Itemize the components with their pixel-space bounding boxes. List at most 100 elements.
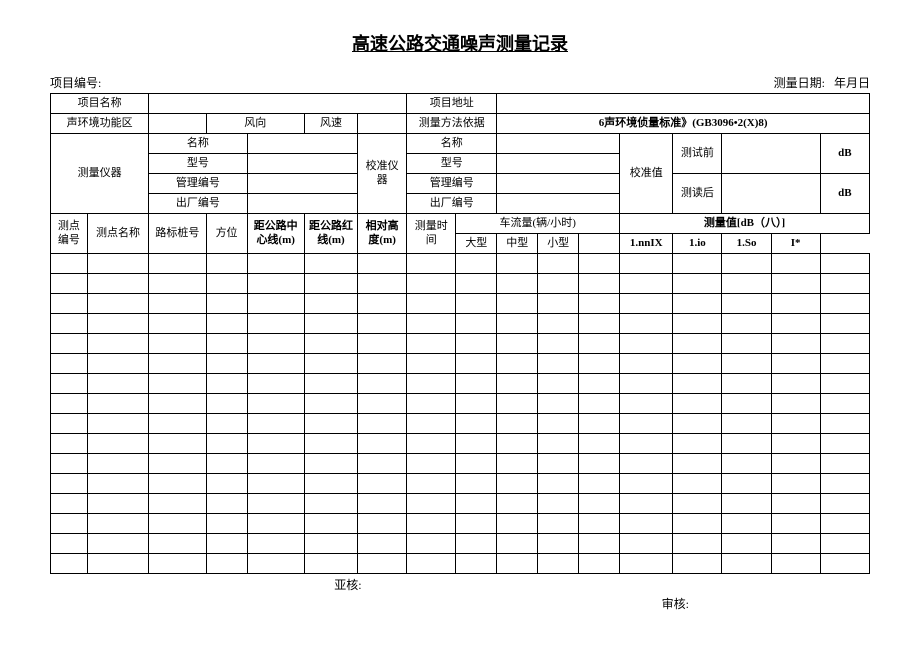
table-cell [579, 354, 620, 374]
footer-yahe: 亚核: [334, 578, 361, 592]
table-cell [456, 454, 497, 474]
meta-row: 项目编号: 测量日期: 年月日 [50, 74, 870, 91]
table-cell [820, 314, 869, 334]
table-cell [206, 314, 247, 334]
table-cell [456, 334, 497, 354]
table-cell [538, 434, 579, 454]
table-cell [51, 514, 88, 534]
table-cell [206, 354, 247, 374]
table-cell [456, 514, 497, 534]
db-2: dB [820, 174, 869, 214]
table-cell [579, 274, 620, 294]
hdr-direction: 方位 [206, 214, 247, 254]
calib-mgmt-label: 管理编号 [407, 174, 497, 194]
table-cell [87, 494, 148, 514]
table-cell [358, 554, 407, 574]
table-cell [771, 334, 820, 354]
table-cell [497, 434, 538, 454]
table-cell [820, 554, 869, 574]
table-cell [673, 334, 722, 354]
inst-mgmt-label: 管理编号 [149, 174, 247, 194]
table-cell [497, 554, 538, 574]
hdr-large: 大型 [456, 234, 497, 254]
table-cell [51, 454, 88, 474]
table-cell [206, 434, 247, 454]
table-cell [579, 394, 620, 414]
table-cell [579, 334, 620, 354]
table-cell [538, 374, 579, 394]
table-cell [579, 514, 620, 534]
table-cell [579, 294, 620, 314]
table-cell [304, 434, 357, 454]
table-cell [304, 454, 357, 474]
footer-row-1: 亚核: [50, 576, 870, 593]
table-cell [820, 374, 869, 394]
table-cell [247, 334, 304, 354]
calib-model-label: 型号 [407, 154, 497, 174]
table-cell [51, 494, 88, 514]
table-cell [149, 454, 206, 474]
table-cell [51, 554, 88, 574]
calib-factory-value [497, 194, 620, 214]
table-cell [87, 414, 148, 434]
table-cell [722, 254, 771, 274]
inst-name-label: 名称 [149, 134, 247, 154]
table-cell [673, 554, 722, 574]
table-cell [87, 334, 148, 354]
table-cell [538, 414, 579, 434]
table-cell [51, 334, 88, 354]
table-cell [456, 274, 497, 294]
wind-speed-label: 风速 [304, 114, 357, 134]
table-cell [620, 314, 673, 334]
table-cell [820, 414, 869, 434]
table-cell [87, 534, 148, 554]
table-cell [538, 274, 579, 294]
table-cell [358, 514, 407, 534]
table-cell [304, 334, 357, 354]
table-cell [358, 454, 407, 474]
table-cell [206, 294, 247, 314]
table-cell [51, 294, 88, 314]
table-cell [304, 294, 357, 314]
table-cell [620, 534, 673, 554]
calib-instrument-label: 校准仪器 [358, 134, 407, 214]
table-cell [673, 374, 722, 394]
table-cell [304, 374, 357, 394]
calib-value-label: 校准值 [620, 134, 673, 214]
table-cell [51, 314, 88, 334]
table-cell [149, 414, 206, 434]
table-cell [820, 474, 869, 494]
table-cell [358, 274, 407, 294]
table-row [51, 374, 870, 394]
table-cell [620, 374, 673, 394]
table-cell [820, 334, 869, 354]
table-cell [247, 354, 304, 374]
wind-speed-value [358, 114, 407, 134]
table-cell [149, 254, 206, 274]
inst-mgmt-value [247, 174, 358, 194]
table-cell [497, 454, 538, 474]
table-cell [456, 534, 497, 554]
table-row [51, 554, 870, 574]
table-cell [538, 534, 579, 554]
table-cell [579, 254, 620, 274]
table-cell [304, 474, 357, 494]
table-cell [620, 274, 673, 294]
table-cell [820, 394, 869, 414]
table-cell [579, 314, 620, 334]
table-cell [206, 334, 247, 354]
table-cell [247, 254, 304, 274]
table-cell [620, 494, 673, 514]
table-row [51, 514, 870, 534]
table-cell [87, 374, 148, 394]
table-cell [497, 534, 538, 554]
table-cell [771, 474, 820, 494]
table-cell [149, 534, 206, 554]
table-cell [771, 554, 820, 574]
table-cell [771, 294, 820, 314]
after-read-value [722, 174, 820, 214]
table-cell [407, 554, 456, 574]
table-cell [771, 514, 820, 534]
table-cell [579, 454, 620, 474]
table-cell [820, 514, 869, 534]
